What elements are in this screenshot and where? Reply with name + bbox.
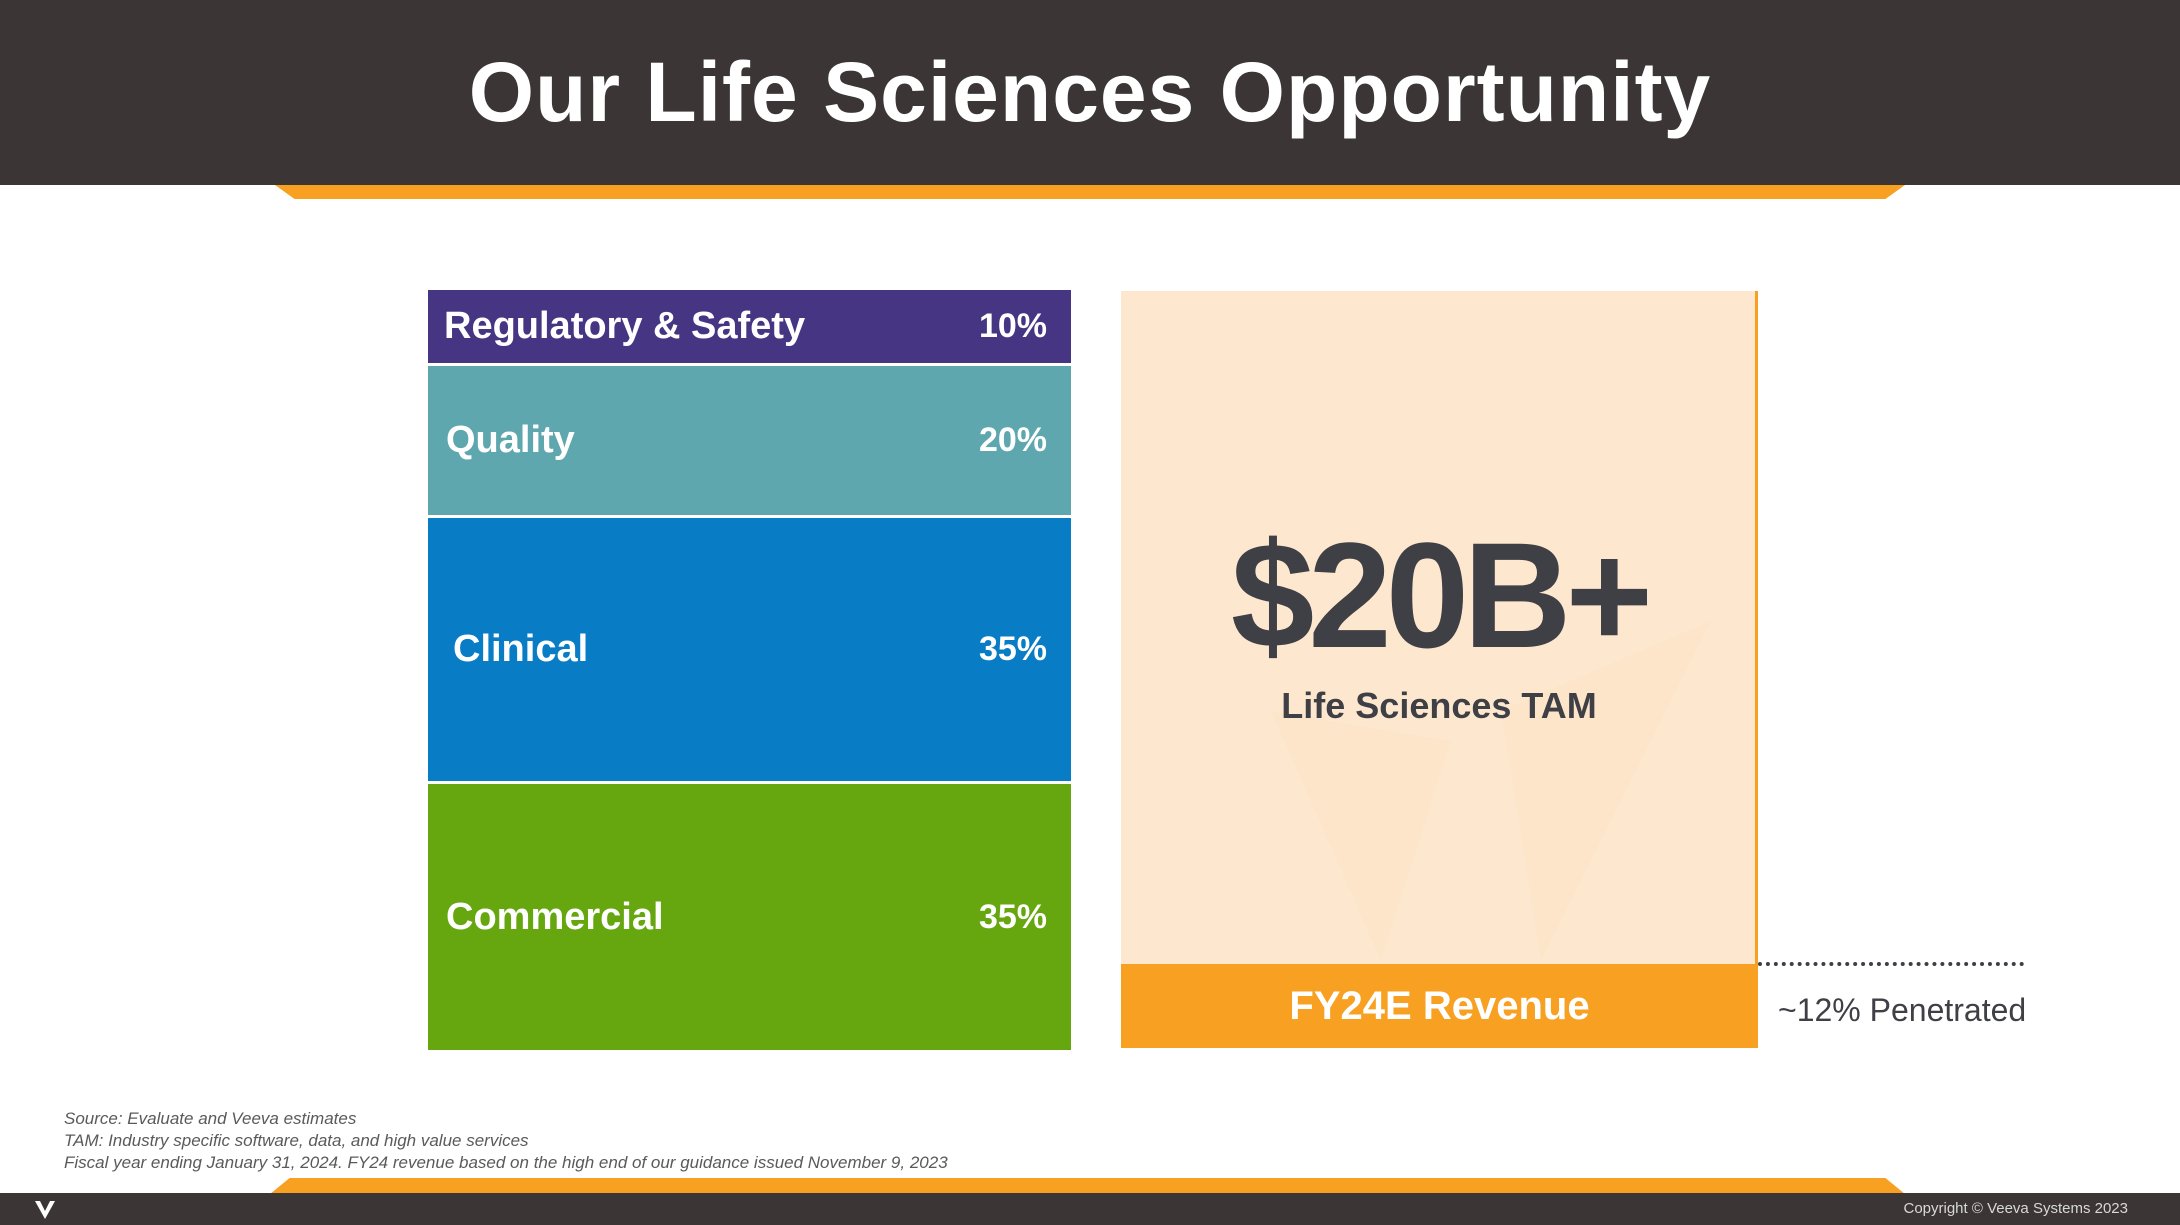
accent-stripe-top [275,185,1905,199]
accent-stripe-bottom [270,1178,1905,1194]
penetration-label: ~12% Penetrated [1778,992,2027,1028]
watermark-icon [1271,621,1711,961]
footer-bar [0,1193,2180,1225]
footnote-fiscal-year: Fiscal year ending January 31, 2024. FY2… [64,1153,948,1172]
tam-box [1121,291,1757,964]
footnote-source: Source: Evaluate and Veeva estimates [64,1109,357,1128]
segment-percent: 35% [978,630,1047,668]
segment-label: Regulatory & Safety [444,305,806,347]
tam-value: $20B+ [1230,511,1653,679]
tam-divider-line [1755,291,1758,964]
revenue-bar: FY24E Revenue [1121,964,1758,1048]
segment-commercial: Commercial 35% [428,784,1071,1050]
segment-clinical: Clinical 35% [428,518,1071,781]
segment-regulatory-safety: Regulatory & Safety 10% [428,290,1071,363]
segment-quality: Quality 20% [428,366,1071,515]
segment-percent: 35% [978,897,1047,936]
segment-label: Clinical [453,628,589,670]
veeva-logo-icon [35,1201,55,1219]
tam-label: Life Sciences TAM [1281,685,1597,726]
footnotes: Source: Evaluate and Veeva estimates TAM… [64,1108,948,1174]
footnote-tam-definition: TAM: Industry specific software, data, a… [64,1131,529,1150]
copyright: Copyright © Veeva Systems 2023 [1903,1200,2128,1217]
revenue-label: FY24E Revenue [1289,983,1590,1028]
page-title: Our Life Sciences Opportunity [468,45,1712,139]
segment-percent: 20% [978,421,1047,459]
segment-label: Commercial [446,895,664,938]
header-bar [0,0,2180,185]
penetration-dotted-line [1758,962,2024,966]
segment-label: Quality [446,419,575,461]
segment-percent: 10% [978,307,1047,345]
